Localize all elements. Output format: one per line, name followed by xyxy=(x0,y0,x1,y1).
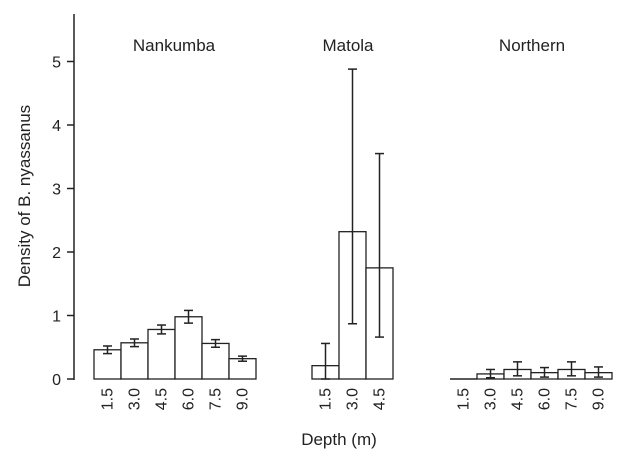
x-tick-label: 1.5 xyxy=(456,388,473,410)
x-tick-label: 6.0 xyxy=(181,388,198,410)
y-axis-title: Density of B. nyassanus xyxy=(15,105,34,287)
x-tick-label: 6.0 xyxy=(537,388,554,410)
x-axis-title: Depth (m) xyxy=(301,430,377,449)
x-tick-label: 3.0 xyxy=(127,388,144,410)
bar xyxy=(201,342,230,380)
x-tick-label: 4.5 xyxy=(372,388,389,410)
x-tick-label: 3.0 xyxy=(483,388,500,410)
bar xyxy=(120,342,149,380)
x-tick-label: 7.5 xyxy=(208,388,225,410)
y-tick-label: 2 xyxy=(52,245,61,262)
axes: 0 1 2 3 4 5 xyxy=(52,14,75,389)
group-label: Northern xyxy=(499,36,565,55)
x-tick-label: 3.0 xyxy=(345,388,362,410)
x-tick-label: 9.0 xyxy=(235,388,252,410)
x-tick-label: 1.5 xyxy=(318,388,335,410)
bars xyxy=(93,68,613,380)
x-tick-label: 9.0 xyxy=(591,388,608,410)
y-tick-label: 4 xyxy=(52,118,61,135)
x-tick-label: 1.5 xyxy=(100,388,117,410)
bar xyxy=(147,328,176,380)
bar xyxy=(174,316,203,380)
y-tick-label: 3 xyxy=(52,182,61,199)
group-label: Matola xyxy=(322,36,374,55)
y-tick-label: 0 xyxy=(52,372,61,389)
labels: Nankumba 1.5 3.0 4.5 6.0 7.5 9.0 Matola 1.5 3.0 4.… xyxy=(100,36,608,410)
y-tick-label: 5 xyxy=(52,55,61,72)
group-label: Nankumba xyxy=(133,36,216,55)
bar xyxy=(93,349,122,380)
x-tick-label: 4.5 xyxy=(510,388,527,410)
x-tick-label: 7.5 xyxy=(564,388,581,410)
x-tick-label: 4.5 xyxy=(154,388,171,410)
y-tick-label: 1 xyxy=(52,309,61,326)
